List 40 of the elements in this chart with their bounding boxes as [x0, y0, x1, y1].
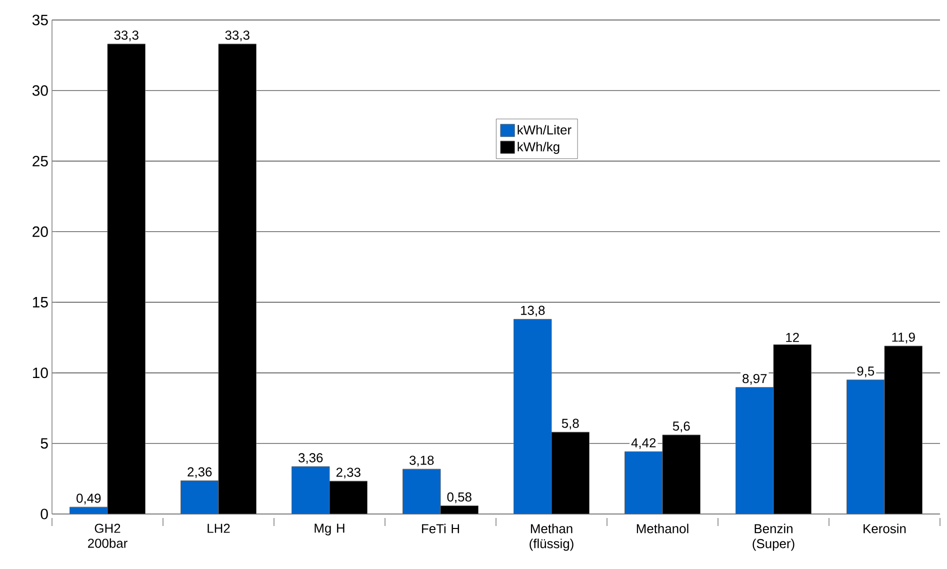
x-tick-label: Kerosin [864, 524, 906, 534]
data-label: 3,36 [298, 453, 323, 464]
x-tick-label: Benzin (Super) [752, 524, 794, 551]
data-label: 33,3 [114, 30, 138, 42]
data-label: 33,3 [225, 30, 250, 42]
data-label: 11,9 [892, 332, 915, 344]
legend-label: kWh/kg [518, 142, 560, 154]
x-tick-label: LH2 [208, 524, 230, 533]
y-tick-label: 15 [33, 297, 48, 308]
x-tick-label: Methanol [636, 524, 688, 534]
data-label: 9,5 [857, 366, 874, 378]
data-label: 2,33 [336, 468, 360, 478]
data-label: 5,6 [672, 422, 690, 432]
y-tick-label: 35 [32, 14, 48, 26]
bar [624, 451, 663, 514]
y-tick-label: 20 [32, 226, 48, 237]
y-tick-label: 25 [32, 156, 48, 166]
x-tick-label: FeTi H [422, 524, 459, 534]
data-label: 5,8 [562, 418, 579, 430]
y-tick-label: 5 [40, 438, 48, 449]
data-label: 13,8 [521, 306, 545, 317]
x-tick-label: Methan (flüssig) [530, 524, 574, 551]
y-tick-label: 10 [33, 368, 48, 378]
bar [846, 380, 885, 514]
legend-label: kWh/Liter [518, 124, 572, 134]
bar [180, 480, 219, 514]
x-tick-label: GH2 200bar [88, 524, 128, 548]
y-tick-label: 30 [32, 85, 48, 96]
data-label: 0,49 [76, 494, 101, 504]
data-label: 3,18 [410, 456, 434, 466]
y-tick-label: 0 [40, 508, 48, 520]
data-label: 4,42 [631, 438, 656, 449]
bar [292, 466, 330, 514]
data-label: 2,36 [188, 467, 212, 478]
x-tick-label: Mg H [314, 524, 344, 536]
data-label: 8,97 [742, 374, 767, 385]
data-label: 0,58 [447, 492, 472, 504]
bar [402, 468, 441, 514]
data-label: 12 [786, 332, 799, 342]
bar [736, 387, 774, 514]
